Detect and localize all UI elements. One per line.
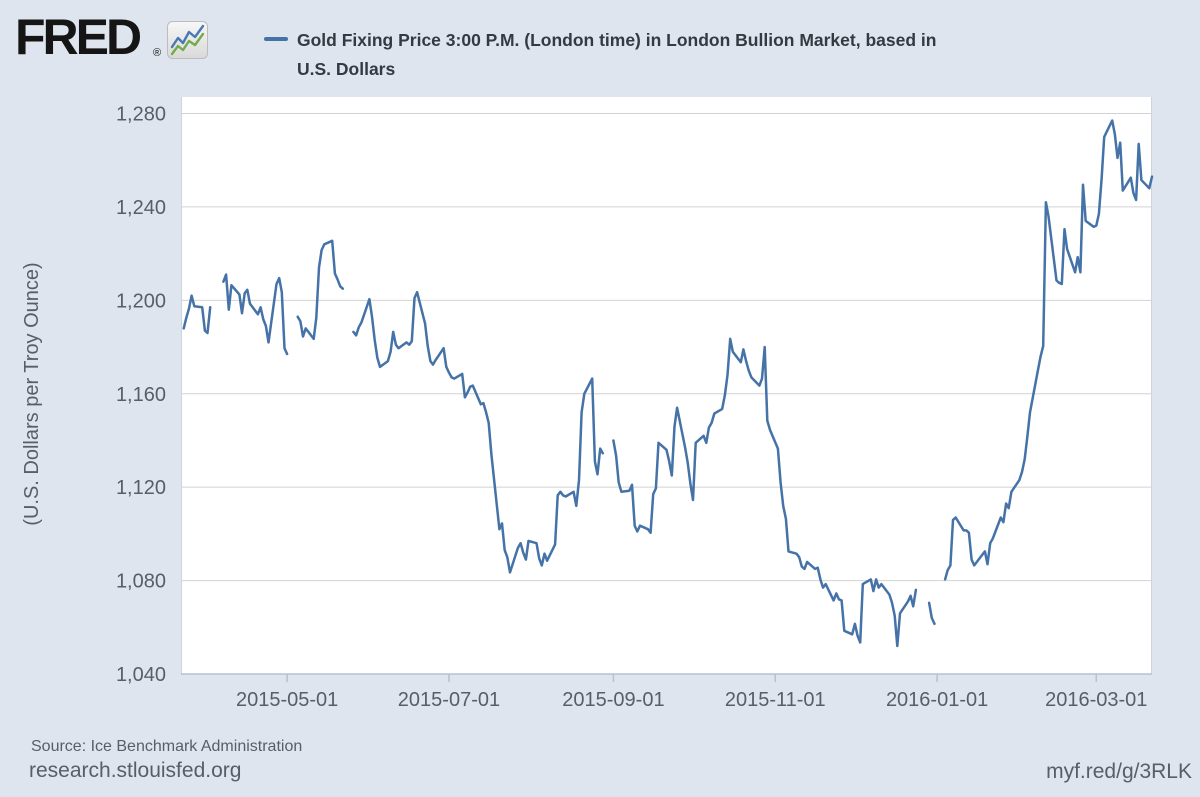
x-tick-label: 2015-09-01	[562, 689, 664, 711]
source-note: Source: Ice Benchmark Administration	[31, 738, 303, 755]
site-url: research.stlouisfed.org	[29, 759, 242, 782]
y-axis-labels: 1,280 1,240 1,200 1,160 1,120 1,080 1,040	[116, 104, 166, 687]
y-tick-label: 1,040	[116, 664, 166, 686]
y-tick-label: 1,160	[116, 384, 166, 406]
legend-label-line1: Gold Fixing Price 3:00 P.M. (London time…	[297, 30, 937, 50]
x-tick-label: 2016-03-01	[1045, 689, 1147, 711]
y-tick-label: 1,080	[116, 571, 166, 593]
x-axis-labels: 2015-05-01 2015-07-01 2015-09-01 2015-11-01…	[236, 689, 1147, 711]
price-line	[182, 119, 1154, 648]
x-axis-ticks	[286, 674, 1098, 682]
x-tick-label: 2015-05-01	[236, 689, 338, 711]
x-tick-label: 2016-01-01	[886, 689, 988, 711]
price-chart: 1,280 1,240 1,200 1,160 1,120 1,080 1,040 2015…	[21, 97, 1154, 711]
y-tick-label: 1,240	[116, 197, 166, 219]
legend-label-line2: U.S. Dollars	[297, 59, 396, 79]
x-tick-label: 2015-07-01	[398, 689, 500, 711]
y-axis-title: (U.S. Dollars per Troy Ounce)	[21, 262, 43, 525]
y-tick-label: 1,200	[116, 290, 166, 312]
chart-legend-label: Gold Fixing Price 3:00 P.M. (London time…	[297, 26, 1117, 84]
short-url: myf.red/g/3RLK	[1046, 760, 1192, 783]
plot-background	[181, 97, 1152, 674]
legend-line-swatch	[264, 37, 288, 41]
y-tick-label: 1,280	[116, 104, 166, 126]
fred-logo-sparkline-icon	[167, 21, 208, 59]
price-line-path	[182, 119, 1154, 648]
gridlines	[181, 113, 1152, 582]
y-tick-label: 1,120	[116, 477, 166, 499]
fred-logo-text: FRED	[15, 9, 142, 65]
x-tick-label: 2015-11-01	[725, 689, 826, 711]
registered-trademark-symbol: ®	[153, 47, 162, 59]
